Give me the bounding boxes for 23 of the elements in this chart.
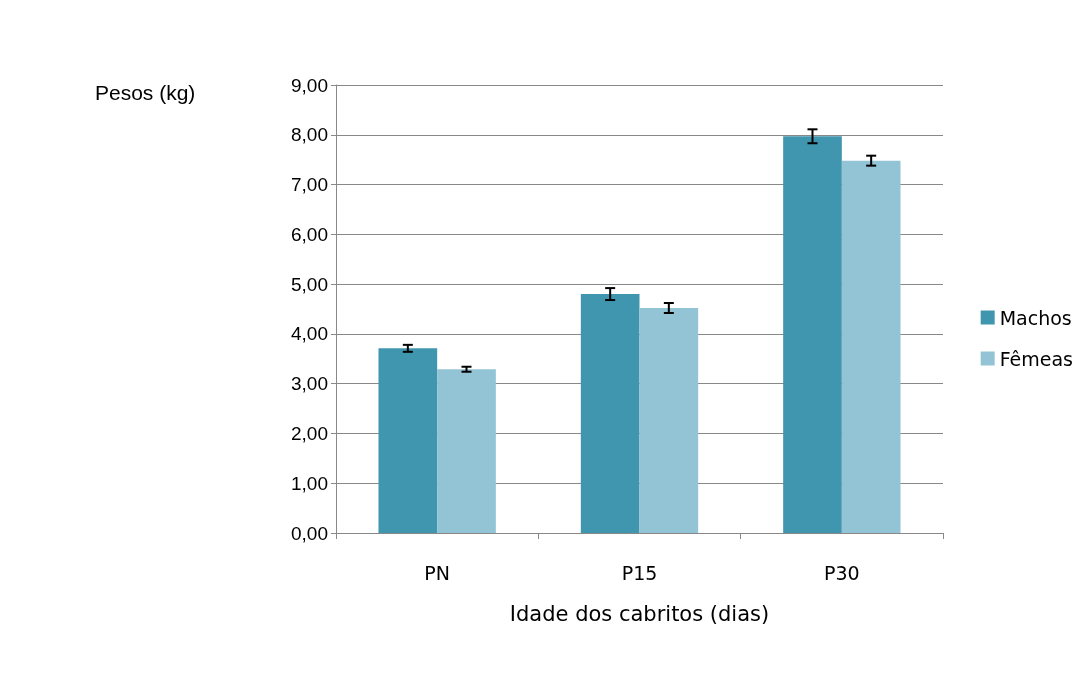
bar [580,294,640,533]
y-tick-label: 3,00 [291,373,328,395]
x-axis-title: Idade dos cabritos (dias) [509,601,770,626]
legend-label: Fêmeas [999,347,1074,370]
y-tick-label: 4,00 [291,323,328,345]
y-tick-label: 7,00 [291,174,328,196]
y-tick-label: 6,00 [291,223,328,245]
y-tick-label: 0,00 [291,522,328,544]
bar [378,348,438,533]
x-tick-label: P15 [621,561,658,584]
bar [783,136,842,533]
y-tick-label: 2,00 [291,422,328,444]
y-tick-label: 9,00 [291,74,328,96]
bar [437,369,496,533]
y-tick-label: 8,00 [291,124,328,146]
y-tick-label: 1,00 [291,472,328,494]
legend-label: Machos [999,306,1072,329]
bar [841,160,901,533]
y-tick-label: 5,00 [291,273,328,295]
y-axis-title: Pesos (kg) [95,81,196,104]
x-tick-label: PN [424,561,450,584]
x-tick-label: P30 [824,561,860,584]
bar [639,308,699,533]
